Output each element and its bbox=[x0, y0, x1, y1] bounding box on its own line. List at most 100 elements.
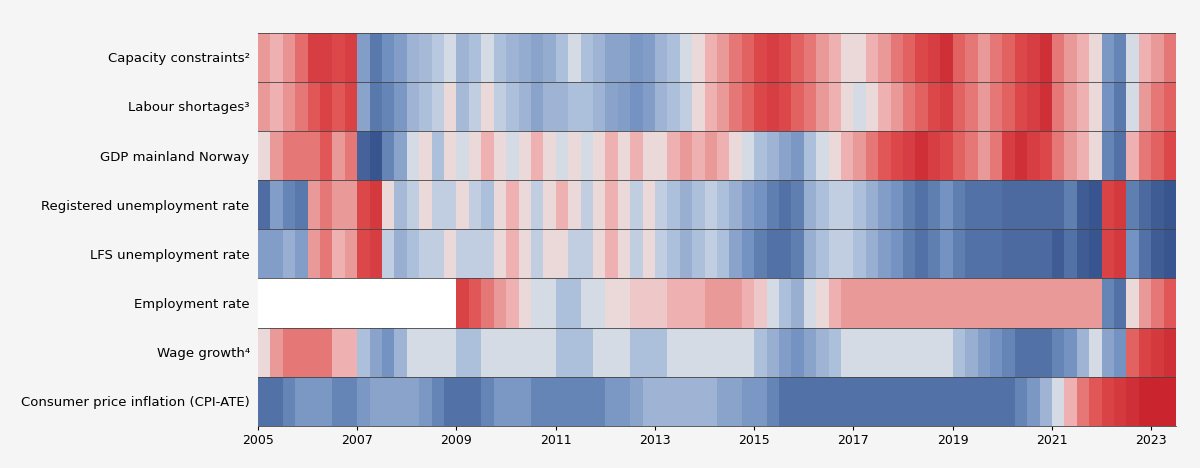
Bar bbox=[1027, 229, 1039, 278]
Bar bbox=[506, 278, 518, 328]
Bar bbox=[518, 278, 530, 328]
Bar bbox=[1027, 180, 1039, 229]
Bar bbox=[506, 229, 518, 278]
Bar bbox=[358, 33, 370, 82]
Bar bbox=[755, 82, 767, 131]
Bar bbox=[530, 278, 544, 328]
Bar bbox=[382, 278, 395, 328]
Bar bbox=[804, 278, 816, 328]
Bar bbox=[1090, 229, 1102, 278]
Bar bbox=[618, 180, 630, 229]
Bar bbox=[493, 82, 506, 131]
Bar bbox=[878, 229, 890, 278]
Bar bbox=[295, 33, 307, 82]
Bar bbox=[841, 377, 853, 426]
Bar bbox=[618, 377, 630, 426]
Bar bbox=[1052, 82, 1064, 131]
Bar bbox=[432, 180, 444, 229]
Bar bbox=[419, 33, 432, 82]
Bar bbox=[829, 377, 841, 426]
Bar bbox=[618, 82, 630, 131]
Bar bbox=[370, 33, 382, 82]
Bar bbox=[878, 278, 890, 328]
Bar bbox=[1127, 131, 1139, 180]
Bar bbox=[618, 229, 630, 278]
Bar bbox=[469, 131, 481, 180]
Bar bbox=[990, 82, 1002, 131]
Bar bbox=[755, 229, 767, 278]
Bar bbox=[320, 131, 332, 180]
Bar bbox=[1090, 131, 1102, 180]
Bar bbox=[816, 377, 829, 426]
Bar bbox=[1052, 131, 1064, 180]
Bar bbox=[344, 33, 358, 82]
Bar bbox=[990, 377, 1002, 426]
Bar bbox=[258, 33, 270, 82]
Bar bbox=[941, 180, 953, 229]
Bar bbox=[779, 377, 792, 426]
Bar bbox=[493, 377, 506, 426]
Bar bbox=[370, 180, 382, 229]
Bar bbox=[1102, 33, 1114, 82]
Bar bbox=[941, 229, 953, 278]
Bar bbox=[953, 328, 965, 377]
Bar bbox=[544, 229, 556, 278]
Bar bbox=[506, 131, 518, 180]
Bar bbox=[655, 131, 667, 180]
Bar bbox=[816, 82, 829, 131]
Bar bbox=[1102, 278, 1114, 328]
Bar bbox=[978, 82, 990, 131]
Bar bbox=[878, 33, 890, 82]
Bar bbox=[456, 328, 469, 377]
Bar bbox=[544, 328, 556, 377]
Bar bbox=[1102, 377, 1114, 426]
Bar bbox=[642, 82, 655, 131]
Bar bbox=[853, 131, 866, 180]
Bar bbox=[493, 180, 506, 229]
Bar bbox=[642, 377, 655, 426]
Bar bbox=[419, 328, 432, 377]
Bar bbox=[1002, 82, 1015, 131]
Bar bbox=[1127, 33, 1139, 82]
Bar bbox=[904, 131, 916, 180]
Bar bbox=[792, 377, 804, 426]
Bar bbox=[605, 33, 618, 82]
Bar bbox=[530, 229, 544, 278]
Bar bbox=[742, 229, 755, 278]
Bar bbox=[481, 278, 493, 328]
Bar bbox=[1114, 377, 1127, 426]
Bar bbox=[518, 131, 530, 180]
Bar bbox=[642, 33, 655, 82]
Bar bbox=[581, 131, 593, 180]
Bar bbox=[432, 82, 444, 131]
Bar bbox=[493, 278, 506, 328]
Bar bbox=[358, 377, 370, 426]
Bar bbox=[978, 328, 990, 377]
Bar bbox=[767, 33, 779, 82]
Bar bbox=[692, 229, 704, 278]
Bar bbox=[1064, 278, 1076, 328]
Bar bbox=[481, 180, 493, 229]
Bar bbox=[692, 33, 704, 82]
Bar bbox=[344, 328, 358, 377]
Bar bbox=[307, 229, 320, 278]
Bar bbox=[581, 278, 593, 328]
Bar bbox=[878, 328, 890, 377]
Bar bbox=[742, 131, 755, 180]
Bar bbox=[866, 33, 878, 82]
Bar bbox=[916, 33, 928, 82]
Bar bbox=[1076, 377, 1090, 426]
Bar bbox=[718, 377, 730, 426]
Bar bbox=[568, 82, 581, 131]
Bar bbox=[804, 131, 816, 180]
Bar bbox=[792, 180, 804, 229]
Bar bbox=[283, 229, 295, 278]
Bar bbox=[841, 229, 853, 278]
Bar bbox=[456, 33, 469, 82]
Bar bbox=[630, 82, 642, 131]
Bar bbox=[853, 377, 866, 426]
Bar bbox=[593, 82, 605, 131]
Bar bbox=[395, 328, 407, 377]
Bar bbox=[295, 180, 307, 229]
Bar bbox=[444, 33, 456, 82]
